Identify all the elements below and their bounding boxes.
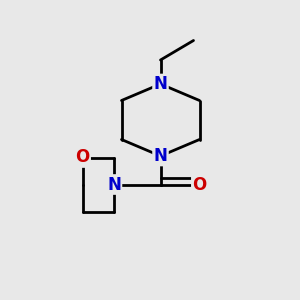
- Text: O: O: [75, 148, 90, 166]
- Text: O: O: [192, 176, 207, 194]
- Text: N: N: [107, 176, 121, 194]
- Text: N: N: [154, 75, 167, 93]
- Text: N: N: [154, 147, 167, 165]
